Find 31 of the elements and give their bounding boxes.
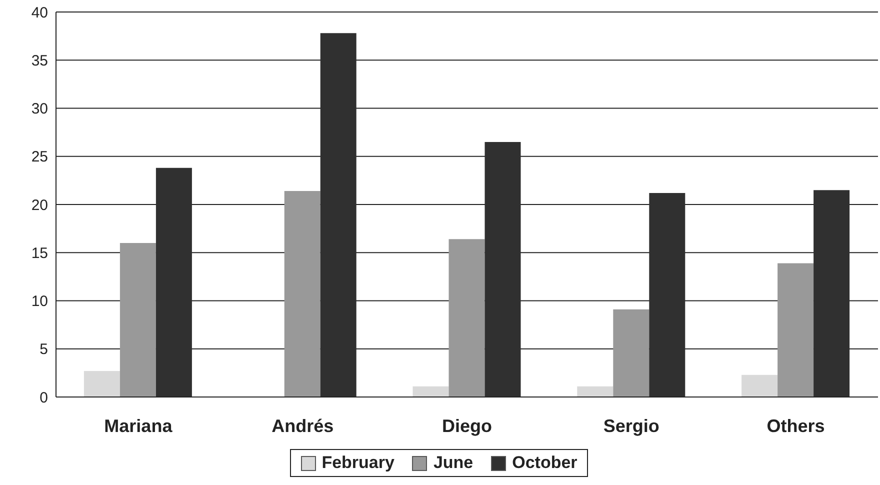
bar [484,142,521,397]
bar [84,371,120,397]
bar [448,239,485,397]
y-tick-label: 25 [31,148,48,166]
x-tick-label: Sergio [603,416,660,436]
bar [649,192,686,397]
x-tick-label: Diego [442,416,492,436]
y-tick-label: 35 [31,52,48,70]
bar [613,309,650,397]
y-tick-label: 5 [40,341,48,358]
x-tick-label: Mariana [104,416,174,436]
y-tick-label: 40 [31,4,48,22]
y-tick-label: 20 [31,196,48,214]
bar [320,33,356,397]
bar [742,374,778,397]
legend-label: June [432,453,474,473]
y-tick-label: 30 [31,100,48,118]
bar [120,243,156,397]
x-tick-label: Others [766,416,825,436]
bar [778,263,814,397]
bar [284,191,320,397]
bar [156,168,192,397]
legend-label: October [511,453,578,473]
y-tick-label: 10 [31,293,48,310]
legend-label: February [320,453,394,473]
y-tick-label: 15 [31,244,48,262]
bar [577,386,614,397]
bar [814,190,850,397]
x-tick-label: Andrés [272,416,334,436]
bar [412,386,449,397]
y-tick-label: 0 [40,389,48,406]
